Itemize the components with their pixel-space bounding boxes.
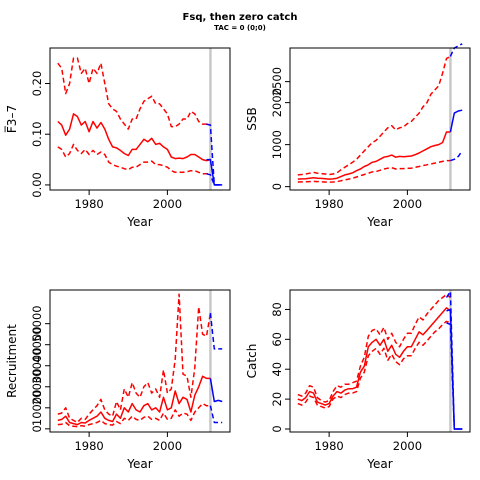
y-tick-label: 0.20: [30, 71, 44, 97]
series-line-historic-1: [57, 293, 212, 424]
panel-0: 1980 2000 0.00 0.10 0.20 Year F̅3–7: [4, 47, 231, 229]
series-line-projection-4: [449, 43, 463, 57]
x-tick-label: 1980: [74, 197, 103, 211]
x-axis-label: Year: [126, 215, 152, 229]
y-tick-label: 20000: [30, 368, 44, 405]
series-line-projection-3: [209, 378, 223, 403]
series-line-projection-5: [206, 173, 223, 186]
y-tick-label: 2000: [270, 88, 284, 117]
y-axis-label: SSB: [245, 107, 259, 130]
y-tick-label: 0: [270, 425, 284, 432]
y-tick-label: 2500: [270, 67, 284, 96]
y-axis-label: Catch: [245, 344, 259, 379]
series-line-historic-1: [57, 57, 211, 130]
series-line-projection-4: [209, 313, 223, 350]
series-line-historic-2: [57, 143, 211, 175]
series-line-projection-4: [445, 290, 463, 430]
x-tick-label: 2000: [153, 439, 182, 453]
x-tick-label: 2000: [153, 197, 182, 211]
y-tick-label: 1000: [270, 130, 284, 159]
series-line-historic-1: [297, 293, 451, 403]
x-axis-label: Year: [366, 215, 392, 229]
series-line-projection-5: [450, 150, 463, 162]
x-axis-label: Year: [126, 457, 152, 471]
panel-2: 1980 200001000020000300004000050000YearRe…: [5, 289, 231, 471]
x-tick-label: 1980: [314, 439, 343, 453]
series-line-historic-2: [297, 159, 451, 183]
y-tick-label: 40000: [30, 326, 44, 363]
y-tick-label: 0.00: [30, 172, 44, 198]
y-tick-label: 30000: [30, 347, 44, 384]
plot-frame: [49, 289, 231, 433]
series-line-historic-0: [297, 131, 451, 180]
y-tick-label: 10000: [30, 390, 44, 427]
x-axis-label: Year: [366, 457, 392, 471]
y-tick-label: 20: [270, 392, 284, 407]
x-tick-label: 1980: [314, 197, 343, 211]
series-line-historic-0: [57, 113, 211, 162]
series-line-historic-0: [57, 375, 211, 426]
series-line-historic-1: [297, 55, 451, 176]
y-tick-label: 40: [270, 362, 284, 377]
y-tick-label: 50000: [30, 305, 44, 342]
series-line-projection-5: [446, 322, 463, 430]
y-tick-label: 0: [270, 183, 284, 190]
series-line-historic-0: [297, 307, 451, 406]
plot-frame: [49, 47, 231, 191]
x-tick-label: 1980: [74, 439, 103, 453]
y-tick-label: 60: [270, 332, 284, 347]
y-axis-label: F̅3–7: [4, 105, 19, 133]
x-tick-label: 2000: [393, 197, 422, 211]
plot-frame: [289, 289, 471, 433]
series-line-historic-2: [57, 402, 211, 428]
x-tick-label: 2000: [393, 439, 422, 453]
series-line-projection-3: [449, 109, 463, 133]
series-line-projection-4: [206, 123, 223, 186]
series-line-projection-5: [209, 405, 223, 424]
y-tick-label: 80: [270, 302, 284, 317]
figure-subtitle: TAC = 0 (0;0): [214, 24, 266, 32]
y-tick-label: 0: [30, 425, 44, 432]
plot-frame: [289, 47, 471, 191]
y-tick-label: 0.10: [30, 121, 44, 147]
series-line-historic-2: [297, 320, 451, 409]
y-axis-label: Recruitment: [5, 324, 19, 398]
figure-title: Fsq, then zero catch: [183, 12, 298, 23]
panel-3: 1980 2000 0 20 40 60 80 Year Catch: [245, 289, 471, 471]
